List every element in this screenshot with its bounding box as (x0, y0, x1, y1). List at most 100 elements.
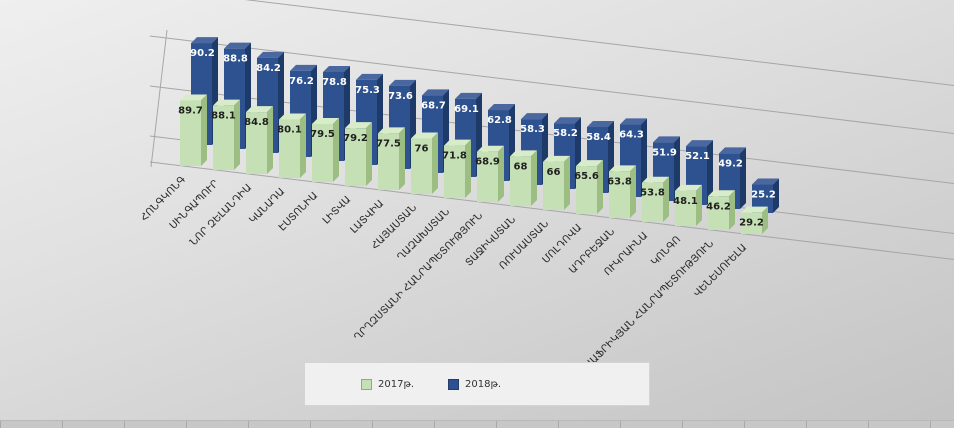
bar-2017[interactable] (675, 190, 696, 226)
bar-side-face (729, 190, 735, 230)
bar-2017[interactable] (708, 196, 729, 230)
gridline (244, 0, 954, 86)
bar-2018[interactable] (752, 184, 773, 213)
bar-value-label-2018: 25.2 (751, 190, 776, 201)
category-label: ԿՈՆԳՈ (649, 234, 683, 268)
bar-value-label-2018: 62.8 (487, 115, 512, 126)
bar-top-face (642, 176, 669, 183)
bar-2017[interactable] (477, 151, 498, 202)
bar-top-face (290, 64, 317, 71)
bar-value-label-2018: 78.8 (322, 77, 347, 88)
gridline (149, 161, 954, 260)
legend-swatch-2017-icon (361, 378, 372, 390)
bar-value-label-2017: 71.8 (442, 151, 467, 162)
category-label: ԼԱՏՎԻԱ (349, 198, 387, 236)
bar-side-face (432, 132, 438, 194)
bar-value-label-2017: 68 (514, 161, 528, 172)
bar-2017[interactable] (510, 156, 531, 206)
bar-2017[interactable] (180, 100, 201, 166)
bar-2017[interactable] (543, 161, 564, 210)
category-label: ԼԻՏՎԱ (321, 194, 353, 226)
bar-value-label-2018: 73.6 (388, 91, 413, 102)
bar-value-label-2018: 84.2 (256, 63, 281, 74)
bar-value-label-2017: 29.2 (739, 218, 764, 229)
bar-top-face (444, 139, 471, 146)
bar-2017[interactable] (576, 166, 597, 214)
bar-value-label-2017: 84.8 (244, 117, 269, 128)
bar-side-face (740, 147, 746, 209)
bar-side-face (663, 176, 669, 222)
bar-value-label-2018: 64.3 (619, 129, 644, 140)
bar-top-face (257, 51, 284, 58)
bar-top-face (213, 99, 240, 106)
bar-side-face (300, 113, 306, 178)
category-label: ՂՐՂԶՍՏԱՆԻ ՀԱՆՐԱՊԵՏՈՒԹՅՈՒՆ (352, 210, 485, 343)
bar-2017[interactable] (444, 145, 465, 198)
legend-label-2018: 2018թ. (465, 378, 502, 390)
bar-top-face (356, 73, 383, 80)
bar-top-face (246, 106, 273, 113)
bar-2017[interactable] (411, 138, 432, 194)
bar-value-label-2017: 79.5 (310, 129, 335, 140)
bar-value-label-2017: 76 (415, 144, 429, 155)
bar-top-face (653, 136, 680, 143)
bar-top-face (224, 42, 251, 49)
bar-top-face (741, 206, 768, 213)
bar-side-face (531, 150, 537, 206)
bar-2017[interactable] (213, 105, 234, 170)
bar-side-face (762, 206, 768, 234)
bar-top-face (279, 113, 306, 120)
bar-2017[interactable] (741, 212, 762, 234)
bar-2017[interactable] (609, 171, 630, 218)
chart-legend[interactable]: 2017թ. 2018թ. (304, 362, 650, 406)
bar-top-face (323, 65, 350, 72)
bar-2017[interactable] (378, 133, 399, 190)
bar-top-face (554, 117, 581, 124)
bar-top-face (609, 165, 636, 172)
bar-top-face (675, 184, 702, 191)
bar-top-face (587, 121, 614, 128)
bar-side-face (465, 139, 471, 198)
bar-side-face (630, 165, 636, 218)
bar-2017[interactable] (312, 123, 333, 182)
bar-value-label-2017: 80.1 (277, 125, 302, 136)
bar-value-label-2018: 69.1 (454, 104, 479, 115)
legend-item-2018[interactable]: 2018թ. (448, 378, 502, 390)
bar-side-face (366, 122, 372, 186)
bar-top-face (312, 117, 339, 124)
legend-label-2017: 2017թ. (378, 378, 415, 390)
bar-side-face (707, 140, 713, 205)
bar-side-face (267, 106, 273, 174)
bar-top-face (455, 92, 482, 99)
bar-value-label-2017: 68.9 (475, 157, 500, 168)
bar-top-face (620, 118, 647, 125)
bar-side-face (564, 155, 570, 210)
bar-value-label-2018: 52.1 (685, 151, 710, 162)
bar-side-face (696, 184, 702, 226)
bar-top-face (686, 140, 713, 147)
bar-top-face (510, 150, 537, 157)
bar-top-face (422, 89, 449, 96)
bar-side-face (234, 99, 240, 170)
bar-value-label-2018: 58.3 (520, 124, 545, 135)
legend-swatch-2018-icon (448, 378, 460, 390)
bar-2017[interactable] (642, 182, 663, 222)
bar-2017[interactable] (246, 112, 267, 174)
bar-top-face (477, 145, 504, 152)
bar-value-label-2017: 63.8 (607, 176, 632, 187)
bar-top-face (389, 79, 416, 86)
bar-value-label-2018: 90.2 (190, 48, 215, 59)
legend-item-2017[interactable]: 2017թ. (361, 378, 415, 390)
bar-side-face (498, 145, 504, 202)
bar-value-label-2017: 79.2 (343, 133, 368, 144)
bar-top-face (576, 160, 603, 167)
bar-side-face (201, 94, 207, 166)
bar-value-label-2018: 49.2 (718, 158, 743, 169)
bar-top-face (752, 178, 779, 185)
bar-2017[interactable] (279, 119, 300, 178)
bar-value-label-2017: 88.1 (211, 111, 236, 122)
bar-value-label-2018: 58.2 (553, 128, 578, 139)
bar-2017[interactable] (345, 128, 366, 186)
bar-value-label-2017: 77.5 (376, 138, 401, 149)
bar-side-face (333, 117, 339, 182)
